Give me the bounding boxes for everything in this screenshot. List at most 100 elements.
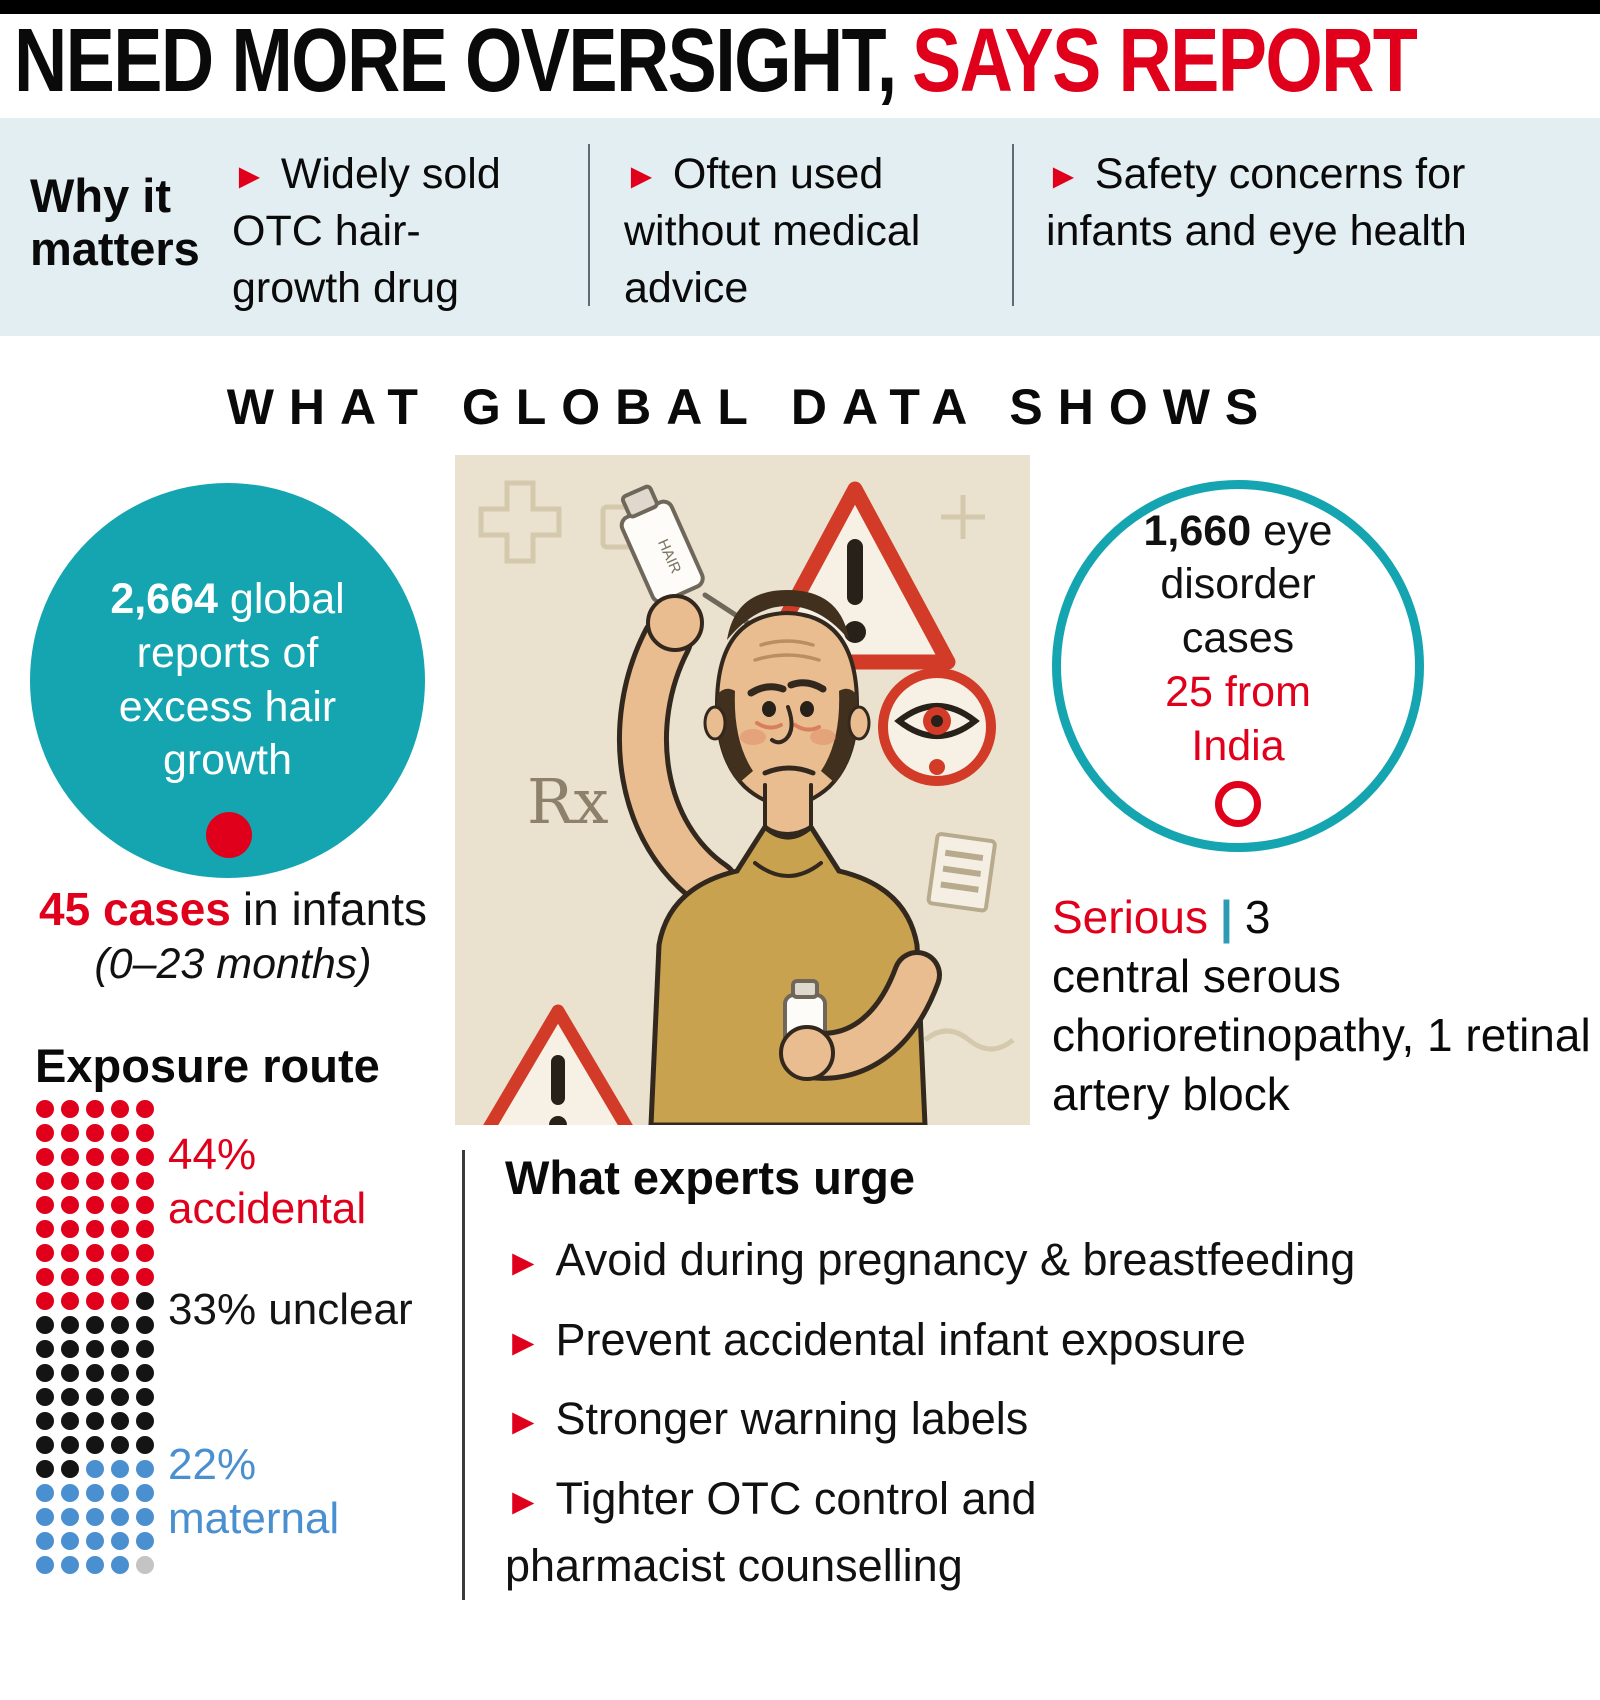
global-reports-text: global reports of excess hair growth	[118, 575, 345, 785]
waffle-dot-maternal	[111, 1460, 129, 1478]
infant-cases-value: 45 cases	[39, 883, 231, 935]
waffle-dot-unclear	[111, 1412, 129, 1430]
why-item-3: ► Safety concerns for infants and eye hea…	[1046, 146, 1486, 260]
waffle-dot-accidental	[86, 1244, 104, 1262]
waffle-dot-maternal	[111, 1532, 129, 1550]
waffle-dot-accidental	[86, 1124, 104, 1142]
why-item-3-text: Safety concerns for infants and eye heal…	[1046, 150, 1467, 255]
why-item-2: ► Often used without medical advice	[624, 146, 1006, 316]
waffle-dot-unclear	[36, 1460, 54, 1478]
waffle-dot-maternal	[86, 1532, 104, 1550]
waffle-dot-maternal	[111, 1508, 129, 1526]
waffle-dot-other	[136, 1556, 154, 1574]
waffle-dot-maternal	[61, 1556, 79, 1574]
waffle-dot-unclear	[36, 1436, 54, 1454]
waffle-dot-maternal	[61, 1508, 79, 1526]
man-figure: HAIR	[617, 484, 942, 1128]
dropper-bottle-icon: HAIR	[619, 484, 705, 604]
waffle-dot-accidental	[61, 1244, 79, 1262]
eye-cases-value: 1,660	[1143, 506, 1252, 555]
waffle-dot-unclear	[111, 1316, 129, 1334]
waffle-dot-maternal	[136, 1532, 154, 1550]
waffle-dot-accidental	[61, 1268, 79, 1286]
waffle-dot-accidental	[136, 1124, 154, 1142]
waffle-dot-unclear	[136, 1364, 154, 1382]
waffle-dot-maternal	[111, 1484, 129, 1502]
section-title: WHAT GLOBAL DATA SHOWS	[226, 379, 1274, 435]
waffle-dot-unclear	[136, 1388, 154, 1406]
waffle-dot-maternal	[36, 1508, 54, 1526]
exposure-label-unclear: 33% unclear	[168, 1285, 413, 1334]
waffle-dot-unclear	[136, 1436, 154, 1454]
waffle-dot-accidental	[86, 1148, 104, 1166]
experts-item-3-text: Stronger warning labels	[555, 1393, 1029, 1444]
waffle-dot-accidental	[61, 1148, 79, 1166]
experts-divider-line	[462, 1150, 465, 1600]
waffle-dot-maternal	[86, 1556, 104, 1574]
global-reports-circle: 2,664 global reports of excess hair growt…	[30, 483, 425, 878]
waffle-dot-accidental	[111, 1196, 129, 1214]
top-black-bar	[0, 0, 1600, 14]
waffle-dot-accidental	[136, 1268, 154, 1286]
waffle-dot-accidental	[111, 1244, 129, 1262]
exposure-label-accidental: 44% accidental	[168, 1130, 367, 1233]
waffle-dot-accidental	[61, 1196, 79, 1214]
infant-cases-marker-dot	[206, 812, 252, 858]
waffle-dot-unclear	[86, 1340, 104, 1358]
waffle-dot-accidental	[61, 1124, 79, 1142]
waffle-dot-unclear	[111, 1388, 129, 1406]
illustration: Rx	[455, 455, 1030, 1162]
waffle-dot-accidental	[136, 1244, 154, 1262]
waffle-dot-accidental	[86, 1268, 104, 1286]
experts-item-2-text: Prevent accidental infant exposure	[555, 1313, 1246, 1365]
waffle-dot-accidental	[86, 1100, 104, 1118]
medical-cross-motif	[478, 480, 562, 564]
waffle-dot-accidental	[136, 1196, 154, 1214]
waffle-dot-maternal	[86, 1484, 104, 1502]
waffle-dot-accidental	[61, 1100, 79, 1118]
serious-marker-ring	[1215, 781, 1261, 828]
experts-item-2: ► Prevent accidental infant exposure	[505, 1306, 1565, 1374]
waffle-dot-accidental	[36, 1100, 54, 1118]
waffle-dot-accidental	[111, 1220, 129, 1238]
waffle-dot-accidental	[36, 1220, 54, 1238]
waffle-dot-accidental	[136, 1220, 154, 1238]
waffle-dot-unclear	[86, 1436, 104, 1454]
bullet-arrow-icon: ►	[232, 157, 267, 196]
waffle-dot-accidental	[136, 1172, 154, 1190]
serious-label: Serious	[1052, 891, 1208, 943]
waffle-dot-accidental	[86, 1220, 104, 1238]
waffle-dot-accidental	[36, 1196, 54, 1214]
waffle-dot-unclear	[136, 1292, 154, 1310]
waffle-dot-unclear	[61, 1364, 79, 1382]
waffle-dot-maternal	[61, 1484, 79, 1502]
bullet-arrow-icon: ►	[1046, 157, 1081, 196]
waffle-dot-accidental	[111, 1148, 129, 1166]
bullet-arrow-icon: ►	[505, 1480, 542, 1522]
eye-warning-icon	[878, 668, 996, 786]
waffle-dot-accidental	[136, 1148, 154, 1166]
infant-cases-text: in infants	[242, 883, 427, 935]
waffle-dot-unclear	[36, 1316, 54, 1334]
waffle-dot-accidental	[111, 1124, 129, 1142]
exposure-label-maternal: 22% maternal	[168, 1440, 340, 1543]
waffle-dot-unclear	[86, 1388, 104, 1406]
waffle-dot-unclear	[61, 1460, 79, 1478]
waffle-dot-unclear	[36, 1364, 54, 1382]
eye-cases-text: eye disorder cases	[1160, 506, 1333, 663]
exposure-route-title: Exposure route	[35, 1039, 380, 1092]
waffle-dot-unclear	[111, 1364, 129, 1382]
waffle-dot-maternal	[36, 1484, 54, 1502]
experts-item-1-text: Avoid during pregnancy & breastfeeding	[555, 1234, 1356, 1285]
waffle-dot-unclear	[136, 1340, 154, 1358]
waffle-dot-unclear	[136, 1316, 154, 1334]
bullet-arrow-icon: ►	[624, 157, 659, 196]
waffle-dot-accidental	[86, 1292, 104, 1310]
waffle-dot-accidental	[86, 1196, 104, 1214]
waffle-dot-maternal	[61, 1532, 79, 1550]
waffle-dot-accidental	[36, 1124, 54, 1142]
infant-cases-subtext: (0–23 months)	[94, 940, 372, 988]
global-reports-value: 2,664	[110, 575, 218, 623]
waffle-dot-accidental	[111, 1172, 129, 1190]
waffle-dot-unclear	[36, 1412, 54, 1430]
